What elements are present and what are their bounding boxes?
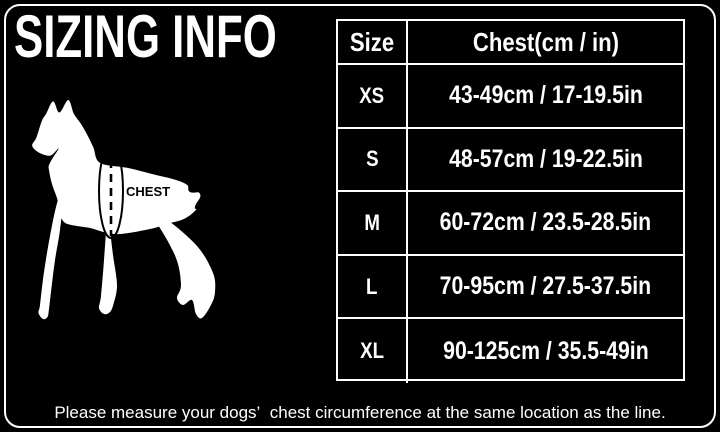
svg-text:CHEST: CHEST <box>126 184 170 199</box>
